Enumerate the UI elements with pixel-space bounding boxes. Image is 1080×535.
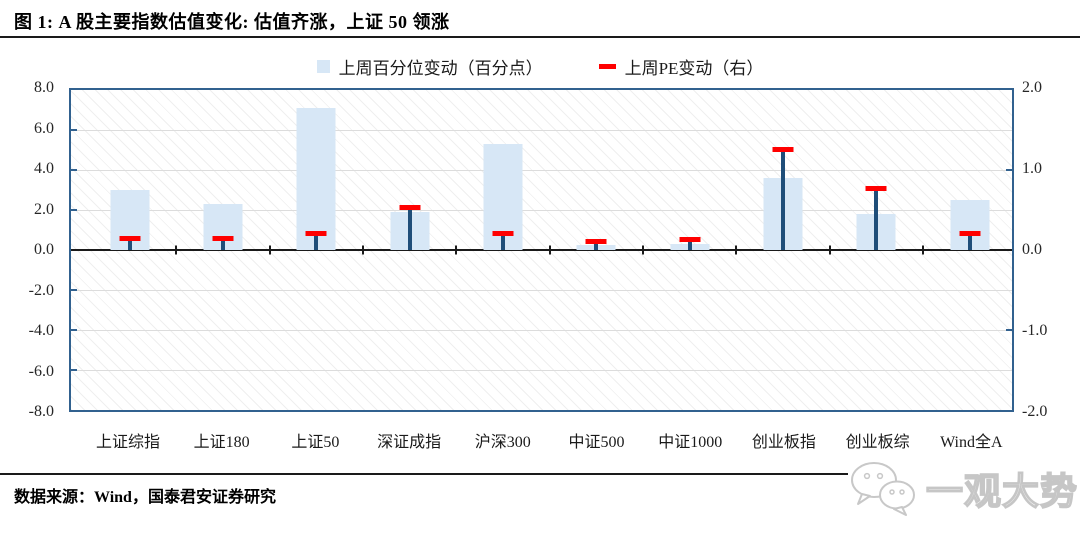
left-axis-tick-label: -6.0 [28,362,54,380]
left-axis-tick [71,169,77,171]
pe-marker-dash [772,147,794,152]
pe-marker-stem [500,234,505,250]
data-source-note: 数据来源：Wind，国泰君安证券研究 [14,489,276,506]
pe-marker-dash [305,231,327,236]
pe-marker-dash [399,204,421,210]
left-axis-tick [71,289,77,291]
category-boundary-tick [455,245,458,255]
category-boundary-tick [735,245,738,255]
pe-marker-dash [492,231,514,236]
legend-label: 上周百分位变动（百分点） [338,59,543,78]
gridline [71,210,1012,211]
category-boundary-tick [175,245,178,255]
pe-marker-stem [221,238,226,250]
x-axis-label: 上证综指 [95,434,160,451]
left-axis-tick-label: -4.0 [28,322,54,339]
x-axis-label: 上证180 [193,434,250,451]
pe-marker-stem [407,207,412,250]
category-boundary-tick [828,245,831,255]
brand-watermark: 一观大势 [848,456,1080,520]
pe-marker-stem [594,242,599,250]
category-boundary-tick [548,245,551,255]
left-axis-tick-label: 4.0 [34,160,54,177]
page-title: 图 1: A 股主要指数估值变化: 估值齐涨，上证 50 领涨 [14,12,450,32]
gridline [71,370,1012,371]
left-axis-tick [71,329,77,331]
x-axis-label: 创业板指 [751,434,816,451]
right-axis-tick [1006,169,1012,171]
pe-marker-stem [780,150,785,250]
right-axis-tick [1006,329,1012,331]
dash-swatch-icon [598,64,616,69]
pe-marker-stem [127,238,132,250]
right-axis-tick-label: 0.0 [1022,241,1042,258]
category-boundary-tick [641,245,644,255]
pe-marker-stem [874,189,879,250]
pe-marker-stem [967,234,972,250]
chart-legend: 上周百分位变动（百分点） 上周PE变动（右） [0,54,1080,79]
x-axis-label: 中证500 [568,434,625,451]
x-axis-label: 上证50 [291,434,340,451]
category-boundary-tick [268,245,271,255]
gridline [71,290,1012,291]
zero-axis-line [71,249,1012,251]
brand-watermark-text: 一观大势 [925,471,1078,514]
title-divider [0,36,1080,38]
left-axis-tick [71,209,77,211]
pe-marker-stem [314,234,319,250]
right-axis-tick-label: -1.0 [1022,322,1048,339]
legend-item-pe: 上周PE变动（右） [598,54,764,79]
gridline [71,130,1012,131]
pe-marker-dash [959,231,980,236]
pe-marker-stem [687,239,692,250]
left-axis-tick [71,129,77,131]
category-boundary-tick [921,245,924,255]
gridline [71,170,1012,171]
footer-divider [0,473,1080,475]
wechat-bubbles-icon [851,462,915,516]
left-axis-tick-label: 6.0 [34,119,54,137]
bar [296,108,336,250]
plot-area [69,88,1014,412]
x-axis-label: 创业板综 [845,434,910,451]
x-axis-label: 中证1000 [658,434,723,451]
left-axis-tick-label: 8.0 [34,79,54,96]
right-axis-tick-label: -2.0 [1022,403,1048,420]
right-axis-tick-label: 1.0 [1022,160,1042,177]
pe-marker-dash [585,239,607,244]
left-axis-tick-label: 0.0 [34,241,54,258]
x-axis-label: 深证成指 [377,434,442,451]
right-axis-tick-label: 2.0 [1022,79,1042,96]
legend-label: 上周PE变动（右） [624,59,764,78]
left-axis-tick-label: 2.0 [34,200,54,218]
gridline [71,330,1012,331]
x-axis-label: Wind全A [940,434,1003,451]
bar-swatch-icon [316,60,330,73]
pe-marker-dash [119,235,141,241]
legend-item-percentile: 上周百分位变动（百分点） [316,54,543,79]
category-boundary-tick [361,245,364,255]
pe-marker-dash [679,236,701,242]
left-axis-tick-label: -2.0 [28,281,54,299]
left-axis-tick-label: -8.0 [28,403,54,420]
x-axis-label: 沪深300 [474,434,531,451]
pe-marker-dash [212,235,234,241]
pe-marker-dash [865,186,887,192]
left-axis-tick [71,369,77,371]
